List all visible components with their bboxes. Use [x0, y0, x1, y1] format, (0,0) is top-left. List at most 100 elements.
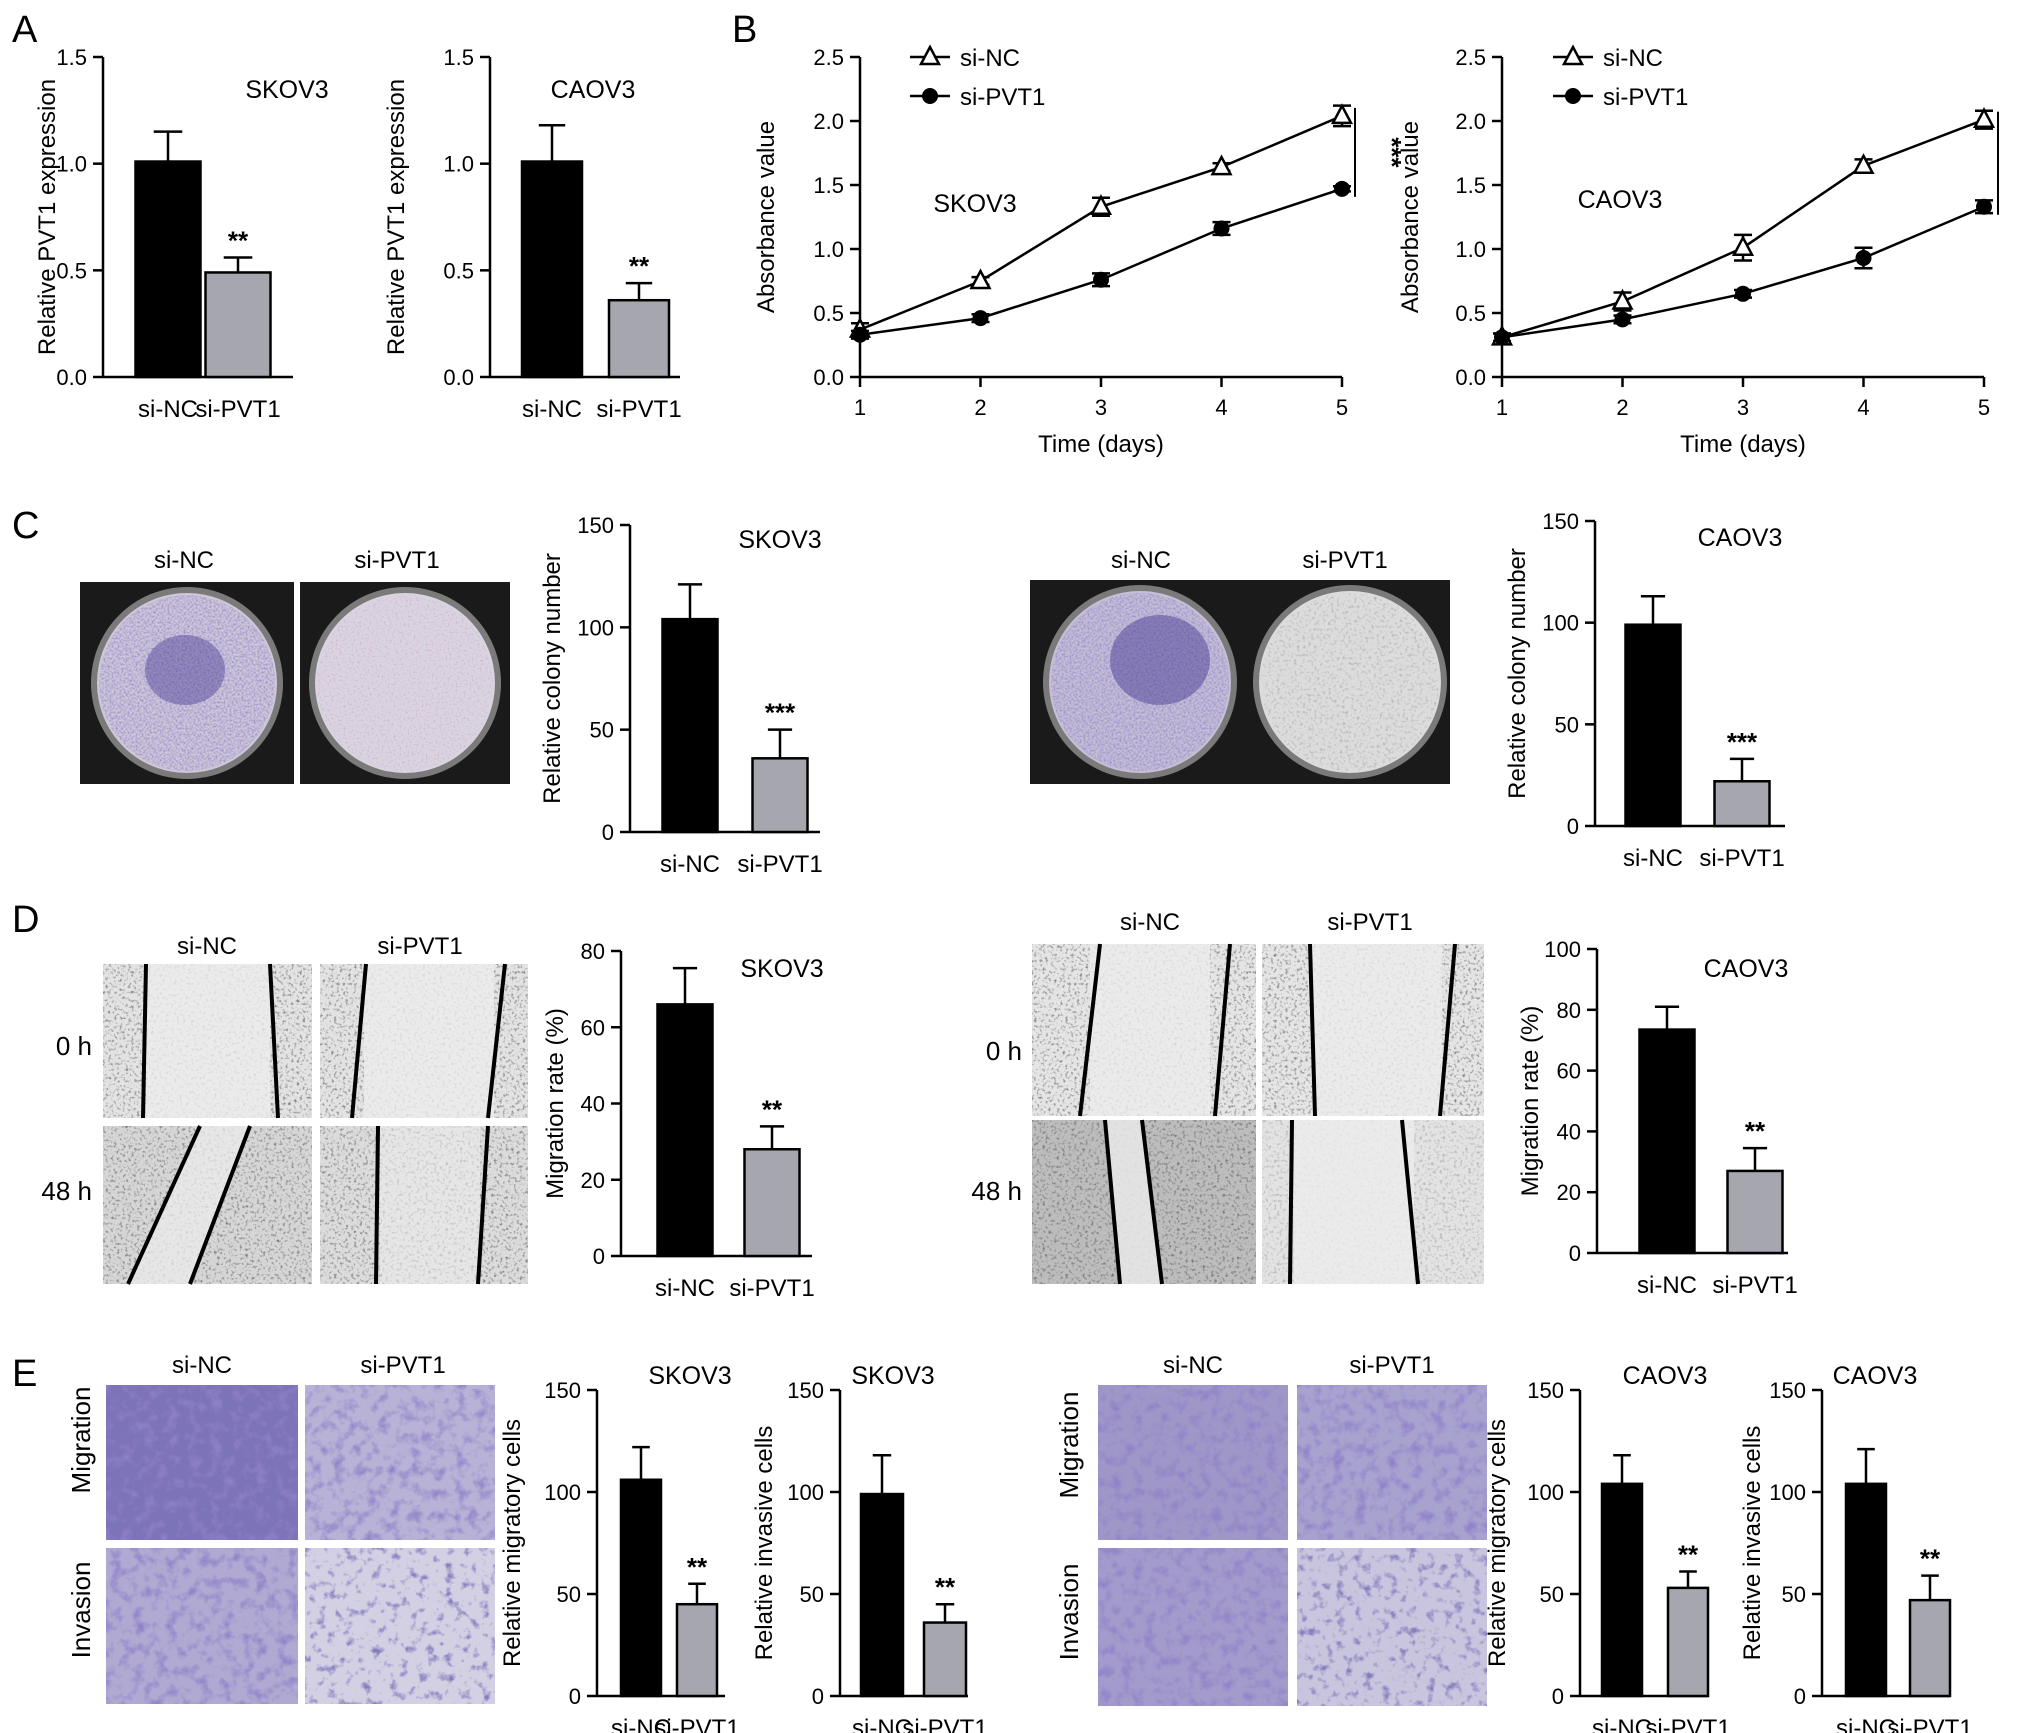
bar-si-pvt1 — [607, 298, 671, 379]
panel-label-e: E — [12, 1353, 37, 1395]
data-point-si-pvt1 — [1976, 198, 1992, 215]
y-tick-label: 2.0 — [1455, 109, 1486, 134]
x-category-label: si-NC — [611, 1715, 671, 1733]
legend-label: si-NC — [1603, 45, 1663, 72]
significance-label: ** — [228, 226, 249, 256]
y-tick-label: 2.0 — [813, 109, 844, 134]
x-category-label: si-PVT1 — [1699, 845, 1784, 872]
panel-label-b: B — [732, 9, 757, 51]
wound-image-skov3-si-pvt1-48h — [320, 1125, 528, 1285]
bar-si-pvt1 — [204, 271, 272, 379]
data-point-si-nc — [1731, 235, 1755, 256]
panel-label-c: C — [12, 505, 39, 547]
y-tick-label: 1.5 — [813, 173, 844, 198]
y-tick-label: 100 — [1542, 611, 1579, 636]
y-tick-label: 50 — [800, 1582, 824, 1607]
y-tick-label: 80 — [1557, 998, 1581, 1023]
transwell-image-caov3-si-nc-migration — [1098, 1385, 1288, 1540]
significance-label: *** — [1377, 137, 1407, 168]
y-tick-label: 0 — [593, 1244, 605, 1269]
bar-si-pvt1 — [1713, 780, 1771, 828]
y-tick-label: 1.5 — [1455, 173, 1486, 198]
chart-title: SKOV3 — [245, 76, 328, 104]
y-axis-label: Relative invasive cells — [751, 1426, 778, 1661]
colony-plate-caov3-si-nc — [1030, 580, 1250, 784]
chart-c-caov3-colony: 0 50 100 150 Relative colony number CAOV3 si-N… — [1504, 509, 1785, 872]
y-tick-label: 50 — [1555, 712, 1579, 737]
data-point-si-pvt1 — [1735, 285, 1751, 302]
y-tick-label: 60 — [1557, 1059, 1581, 1084]
y-tick-label: 1.0 — [443, 152, 474, 177]
chart-title: CAOV3 — [1623, 1362, 1708, 1390]
bar-si-nc — [859, 1492, 905, 1698]
y-tick-label: 50 — [1782, 1582, 1806, 1607]
x-category-label: si-NC — [522, 396, 582, 423]
x-tick-label: 3 — [1095, 395, 1107, 420]
y-tick-label: 2.5 — [1455, 45, 1486, 70]
bar-si-nc — [1600, 1482, 1644, 1698]
y-tick-label: 150 — [1769, 1378, 1806, 1403]
series-line-si-pvt1 — [1501, 205, 1985, 339]
data-point-si-nc — [1089, 194, 1113, 216]
chart-d-caov3-migration-rate: 0 20 40 60 80 100 Migration rate (%) CAOV3 si-NC… — [1517, 937, 1798, 1299]
chart-e-skov3-invasive: 0 50 100 150 Relative invasive cells SKOV3 si-… — [751, 1362, 988, 1733]
x-tick-label: 5 — [1978, 395, 1990, 420]
legend-marker — [1561, 44, 1585, 66]
x-category-label: si-PVT1 — [195, 396, 280, 423]
y-tick-label: 0 — [1567, 814, 1579, 839]
data-point-si-nc — [1972, 107, 1996, 128]
y-tick-label: 100 — [1769, 1480, 1806, 1505]
x-category-label: si-NC — [1592, 1715, 1652, 1733]
series-line-si-nc — [859, 114, 1343, 331]
colony-col-label-si-nc: si-NC — [154, 547, 214, 574]
y-tick-label: 0.5 — [1455, 301, 1486, 326]
chart-title: CAOV3 — [1698, 524, 1783, 552]
x-category-label: si-NC — [660, 851, 720, 878]
significance-label: *** — [2020, 148, 2032, 179]
x-category-label: si-PVT1 — [729, 1275, 814, 1302]
transwell-image-caov3-si-pvt1-invasion — [1297, 1548, 1487, 1706]
y-tick-label: 0.0 — [813, 365, 844, 390]
bar-si-pvt1 — [743, 1148, 801, 1258]
y-tick-label: 0.0 — [56, 365, 87, 390]
y-axis-label: Absorbance value — [753, 121, 780, 313]
data-point-si-pvt1 — [1494, 329, 1510, 346]
wound-row-label-0h-caov3: 0 h — [986, 1036, 1022, 1066]
wound-col-label-si-pvt1: si-PVT1 — [377, 933, 462, 960]
series-line-si-nc — [1501, 118, 1985, 339]
y-tick-label: 20 — [1557, 1180, 1581, 1205]
colony-plate-skov3-si-pvt1 — [300, 582, 510, 784]
y-tick-label: 0 — [1552, 1684, 1564, 1709]
y-tick-label: 100 — [577, 615, 614, 640]
chart-title: SKOV3 — [851, 1362, 934, 1390]
wound-col-label-si-pvt1-caov3: si-PVT1 — [1327, 909, 1412, 936]
y-axis-label: Relative invasive cells — [1739, 1426, 1766, 1661]
panel-label-d: D — [12, 899, 39, 941]
data-point-si-pvt1 — [1855, 249, 1872, 266]
y-tick-label: 1.0 — [1455, 237, 1486, 262]
x-category-label: si-PVT1 — [596, 396, 681, 423]
x-category-label: si-NC — [852, 1715, 912, 1733]
transwell-col-label-si-nc: si-NC — [172, 1352, 232, 1379]
y-tick-label: 0.5 — [56, 258, 87, 283]
x-category-label: si-NC — [1623, 845, 1683, 872]
bar-si-pvt1 — [1666, 1586, 1710, 1698]
y-tick-label: 1.5 — [443, 45, 474, 70]
x-axis-label: Time (days) — [1038, 431, 1164, 458]
legend-label: si-NC — [960, 45, 1020, 72]
chart-title: SKOV3 — [933, 190, 1016, 218]
x-category-label: si-NC — [1836, 1715, 1896, 1733]
chart-title: SKOV3 — [740, 955, 823, 983]
data-point-si-nc — [1852, 153, 1875, 175]
x-category-label: si-PVT1 — [902, 1715, 987, 1733]
x-tick-label: 2 — [974, 395, 986, 420]
significance-label: ** — [762, 1094, 783, 1124]
y-axis-label: Migration rate (%) — [542, 1008, 569, 1199]
y-tick-label: 1.5 — [56, 45, 87, 70]
x-category-label: si-PVT1 — [654, 1715, 739, 1733]
x-category-label: si-PVT1 — [1887, 1715, 1972, 1733]
y-tick-label: 100 — [1527, 1480, 1564, 1505]
transwell-images-skov3: si-NC si-PVT1 Migration Invasion — [66, 1352, 495, 1704]
y-tick-label: 150 — [1527, 1378, 1564, 1403]
y-tick-label: 150 — [577, 513, 614, 538]
